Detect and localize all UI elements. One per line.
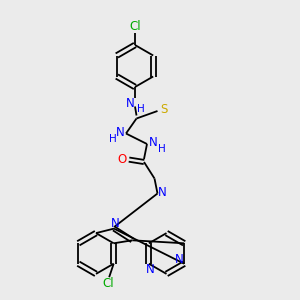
Text: N: N: [146, 262, 155, 276]
Text: H: H: [109, 134, 116, 145]
Text: Cl: Cl: [103, 277, 114, 290]
Text: Cl: Cl: [129, 20, 141, 33]
Text: N: N: [116, 126, 124, 140]
Text: H: H: [136, 104, 144, 114]
Text: N: N: [175, 253, 184, 266]
Text: N: N: [148, 136, 158, 149]
Text: N: N: [111, 217, 120, 230]
Text: H: H: [158, 143, 165, 154]
Text: S: S: [160, 103, 167, 116]
Text: N: N: [126, 97, 135, 110]
Text: O: O: [118, 153, 127, 166]
Text: N: N: [158, 185, 166, 199]
